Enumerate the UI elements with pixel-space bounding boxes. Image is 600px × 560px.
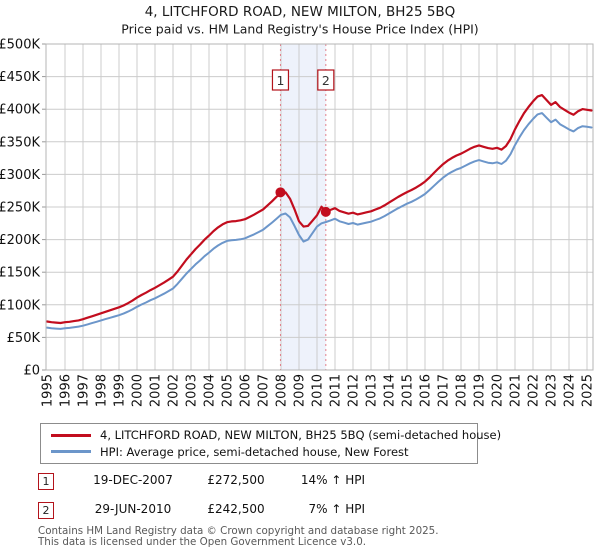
x-axis-tick-label: 2002 (167, 374, 182, 407)
y-axis-tick-label: £300K (0, 168, 40, 183)
y-axis-tick-label: £0 (23, 364, 40, 379)
transaction-1-hpi-delta: 14% ↑ HPI (300, 473, 365, 487)
y-axis-tick-label: £400K (0, 103, 40, 118)
x-axis-tick-label: 2022 (527, 374, 542, 407)
legend-label-hpi: HPI: Average price, semi-detached house,… (100, 444, 409, 459)
legend-item-hpi: HPI: Average price, semi-detached house,… (51, 445, 477, 459)
transaction-row-2: 2 29-JUN-2010 £242,500 7% ↑ HPI (0, 502, 600, 519)
x-axis-tick-label: 2024 (563, 374, 578, 407)
sale-number-box-1 (271, 69, 290, 91)
y-axis-tick-label: £450K (0, 70, 40, 85)
y-axis-tick-label: £150K (0, 266, 40, 281)
x-axis-tick-label: 2008 (275, 374, 290, 407)
transaction-row-1: 1 19-DEC-2007 £272,500 14% ↑ HPI (0, 473, 600, 490)
x-axis-tick-label: 2001 (149, 374, 164, 407)
x-axis-tick-label: 1997 (77, 374, 92, 407)
chart-title: 4, LITCHFORD ROAD, NEW MILTON, BH25 5BQ (145, 4, 456, 20)
sale-point-1 (275, 187, 286, 198)
sale-number-label-1: 1 (276, 73, 284, 88)
x-axis-tick-label: 2015 (401, 374, 416, 407)
legend-label-price-paid: 4, LITCHFORD ROAD, NEW MILTON, BH25 5BQ … (100, 428, 502, 443)
x-axis-tick-label: 2007 (257, 374, 272, 407)
transaction-2-badge: 2 (38, 502, 54, 519)
copyright-footer: Contains HM Land Registry data © Crown c… (38, 526, 439, 547)
x-axis-tick-label: 2021 (509, 374, 524, 407)
transaction-2-date: 29-JUN-2010 (94, 502, 172, 516)
price-paid-line-swatch (51, 433, 91, 437)
x-axis-tick-label: 2012 (347, 374, 362, 407)
x-axis-tick-label: 2010 (311, 374, 326, 407)
x-axis-tick-label: 2019 (473, 374, 488, 407)
x-axis-tick-label: 1998 (95, 374, 110, 407)
price-chart: 4, LITCHFORD ROAD, NEW MILTON, BH25 5BQ … (0, 4, 596, 407)
x-axis-tick-label: 1996 (59, 374, 74, 407)
transaction-1-price: £272,500 (207, 473, 265, 487)
x-axis-tick-label: 1999 (113, 374, 128, 407)
sale-number-box-2 (317, 69, 335, 91)
x-axis-tick-label: 1995 (41, 374, 56, 407)
price-paid-line (45, 93, 593, 325)
x-axis-tick-label: 2020 (491, 374, 506, 407)
y-axis-tick-label: £50K (7, 331, 41, 346)
hpi-line (46, 112, 593, 330)
x-axis-tick-label: 2017 (437, 374, 452, 407)
y-axis-tick-label: £500K (0, 38, 40, 53)
copyright-line-1: Contains HM Land Registry data © Crown c… (38, 525, 439, 537)
hpi-line-swatch (51, 450, 91, 454)
x-axis-tick-label: 2014 (383, 374, 398, 407)
transaction-1-badge: 1 (38, 473, 54, 490)
chart-subtitle: Price paid vs. HM Land Registry's House … (121, 22, 478, 37)
plot-border (45, 43, 594, 371)
x-axis-tick-label: 2006 (239, 374, 254, 407)
y-axis-tick-label: £100K (0, 298, 40, 313)
x-axis-tick-label: 2011 (329, 374, 344, 407)
transaction-2-hpi-delta: 7% ↑ HPI (308, 502, 365, 516)
x-axis-tick-label: 2023 (545, 374, 560, 407)
x-axis-tick-label: 2025 (581, 374, 596, 407)
sale-point-2 (320, 206, 331, 217)
x-axis-tick-label: 2009 (293, 374, 308, 407)
chart-legend: 4, LITCHFORD ROAD, NEW MILTON, BH25 5BQ … (40, 423, 501, 464)
x-axis-tick-label: 2004 (203, 374, 218, 407)
y-axis-tick-label: £350K (0, 135, 40, 150)
sale-number-label-2: 2 (322, 73, 330, 88)
copyright-line-2: This data is licensed under the Open Gov… (38, 535, 367, 548)
y-axis-tick-label: £200K (0, 233, 40, 248)
x-axis-tick-label: 2003 (185, 374, 200, 407)
x-axis-tick-label: 2000 (131, 374, 146, 407)
transaction-2-price: £242,500 (207, 502, 265, 516)
x-axis-tick-label: 2013 (365, 374, 380, 407)
legend-item-price-paid: 4, LITCHFORD ROAD, NEW MILTON, BH25 5BQ … (51, 428, 501, 442)
x-axis-tick-label: 2016 (419, 374, 434, 407)
y-axis-tick-label: £250K (0, 201, 40, 216)
transaction-1-date: 19-DEC-2007 (93, 473, 173, 487)
x-axis-tick-label: 2018 (455, 374, 470, 407)
x-axis-tick-label: 2005 (221, 374, 236, 407)
